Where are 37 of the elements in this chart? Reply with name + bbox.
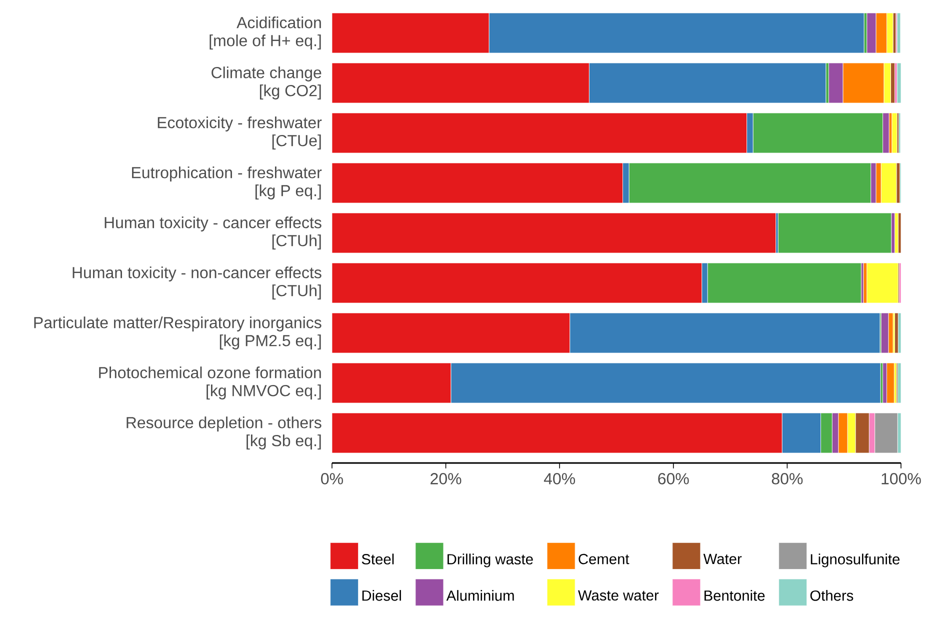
y-tick-label: Particulate matter/Respiratory inorganics [kg PM2.5 eq.] [34, 316, 322, 350]
bar [886, 362, 894, 404]
legend-label: Diesel [362, 590, 401, 601]
legend-label: Lignosulfunite [810, 554, 900, 568]
bar [880, 162, 897, 204]
legend-label: Drilling waste [448, 554, 533, 568]
bar [332, 212, 776, 254]
legend-label: Bentonite [704, 590, 765, 601]
x-tick-label: 0% [321, 473, 343, 484]
x-tick-label: 60% [658, 473, 689, 484]
y-tick-label: Human toxicity - cancer effects [CTUh] [104, 216, 322, 250]
bar [894, 212, 898, 254]
y-tick-label: Eutrophication - freshwater [kg P eq.] [132, 166, 322, 200]
bar [866, 262, 898, 304]
legend-label: Others [810, 590, 854, 601]
legend-label: Aluminium [446, 590, 514, 601]
y-tick-label: Acidification [mole of H+ eq.] [210, 16, 321, 50]
legend-label: Steel [362, 554, 394, 564]
bar [896, 62, 902, 104]
bar [897, 362, 902, 404]
legend-label: Water [703, 554, 742, 564]
y-tick-label: Human toxicity - non-cancer effects [CTUh] [72, 266, 322, 300]
x-tick-label: 20% [430, 473, 462, 484]
x-tick-label: 80% [772, 473, 803, 484]
bar [898, 212, 902, 254]
bar [778, 212, 892, 254]
bar [892, 112, 898, 154]
x-tick-label: 100% [882, 473, 921, 484]
legend-label: Waste water [578, 590, 659, 601]
legend-label: Cement [578, 554, 630, 564]
y-tick-label: Resource depletion - others [kg Sb eq.] [126, 416, 322, 450]
y-tick-label: Ecotoxicity - freshwater [CTUe] [158, 116, 322, 150]
bar [894, 62, 898, 104]
y-tick-label: Photochemical ozone formation [kg NMVOC eq.] [99, 366, 321, 400]
bar [898, 312, 902, 354]
x-tick-label: 40% [544, 473, 576, 484]
y-tick-label: Climate change [kg CO2] [212, 66, 322, 100]
